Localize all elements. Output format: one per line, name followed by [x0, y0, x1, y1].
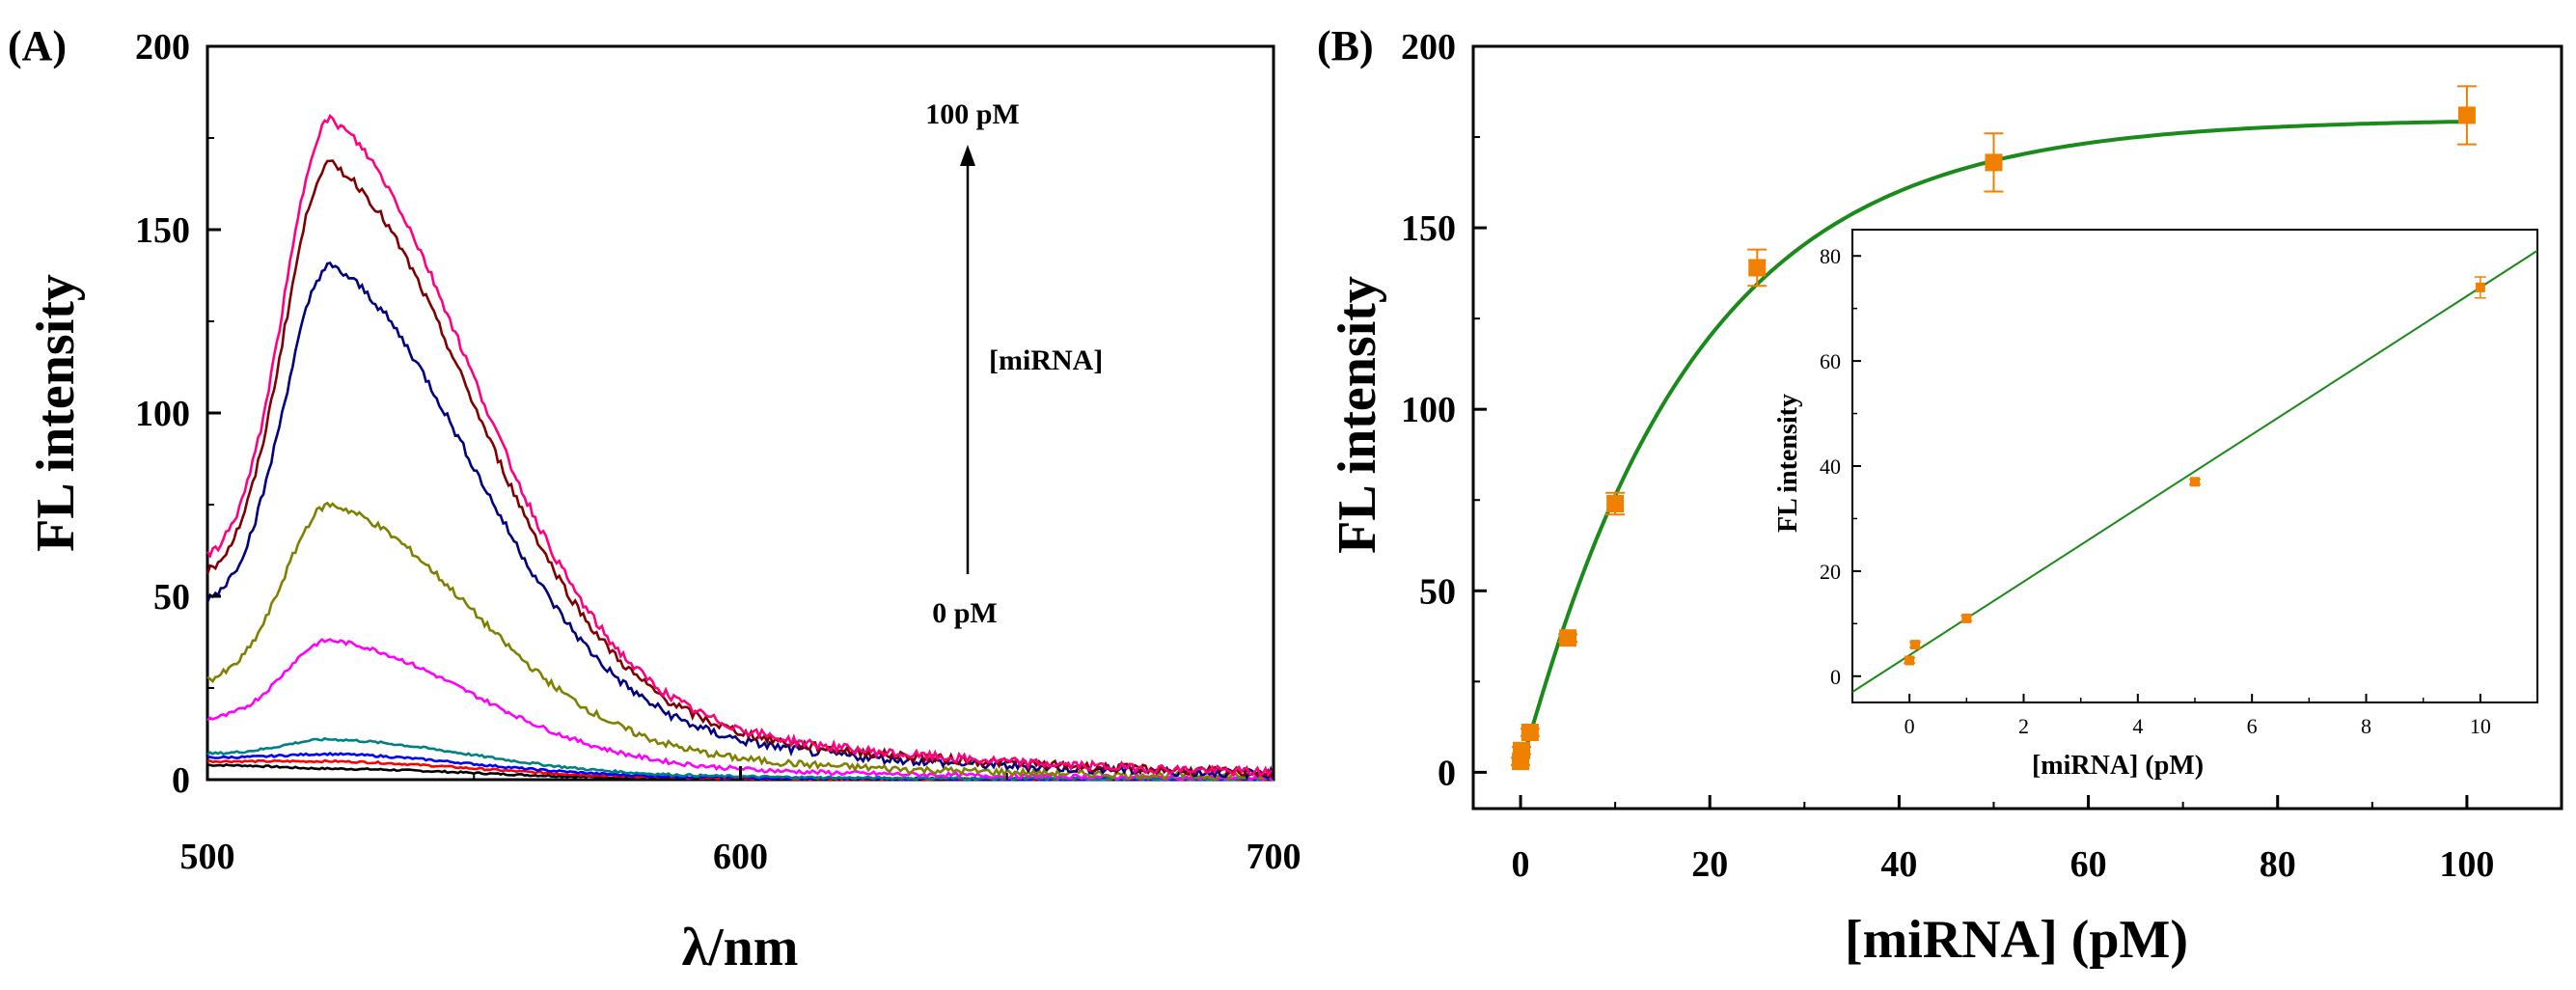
inset-x-tick-label: 4 — [2132, 714, 2143, 738]
panel-a-y-tick-label: 0 — [172, 760, 190, 801]
inset-y-title: FL intensity — [1773, 394, 1803, 533]
panel-b-data-point — [1513, 741, 1531, 759]
panel-a-ticks: 500 600 700 0 50 100 150 200 — [135, 27, 1302, 877]
inset-y-tick-label: 0 — [1830, 665, 1841, 689]
inset-x-tick-label: 2 — [2018, 714, 2029, 738]
panel-b-y-tick-label: 150 — [1401, 208, 1456, 249]
inset-y-tick-label: 60 — [1820, 349, 1841, 373]
spectrum-25-pM — [206, 501, 1274, 782]
panel-b-inset: 0 2 4 6 8 10 0 20 40 60 80 [miRNA] (pM) FL intensi… — [1773, 229, 2538, 781]
inset-data-point — [2190, 477, 2200, 487]
panel-b-data-point — [1985, 153, 2003, 172]
panel-b-data-point — [2457, 106, 2476, 124]
panel-b-y-tick-label: 50 — [1419, 571, 1456, 612]
panel-b-x-tick-label: 0 — [1512, 844, 1530, 885]
panel-b-y-tick-label: 0 — [1438, 753, 1456, 793]
panel-a-y-tick-label: 100 — [135, 394, 190, 434]
inset-frame — [1851, 229, 2538, 703]
inset-ticks: 0 2 4 6 8 10 0 20 40 60 80 — [1820, 244, 2491, 738]
inset-x-title: [miRNA] (pM) — [2032, 751, 2204, 781]
inset-data-point — [1910, 640, 1921, 650]
panel-b-x-tick-label: 100 — [2439, 844, 2494, 885]
spectrum-100-pM — [206, 113, 1274, 778]
panel-b-x-tick-label: 40 — [1880, 844, 1917, 885]
inset-y-tick-label: 40 — [1820, 454, 1841, 479]
panel-b-data-point — [1559, 629, 1577, 647]
inset-points — [1904, 276, 2486, 666]
panel-b-y-tick-label: 200 — [1401, 27, 1456, 68]
panel-b-x-tick-label: 20 — [1691, 844, 1728, 885]
panel-a-curves — [206, 113, 1275, 782]
inset-x-tick-label: 6 — [2247, 714, 2258, 738]
inset-data-point — [1961, 613, 1972, 623]
panel-a-y-tick-label: 150 — [135, 210, 190, 251]
inset-data-point — [1905, 655, 1915, 666]
inset-x-tick-label: 10 — [2470, 714, 2491, 738]
panel-b-y-tick-label: 100 — [1401, 390, 1456, 430]
inset-x-tick-label: 8 — [2361, 714, 2371, 738]
inset-x-tick-label: 0 — [1905, 714, 1915, 738]
panel-a-annot-top: 100 pM — [925, 98, 1020, 130]
panel-a-annot-bottom: 0 pM — [932, 597, 998, 629]
panel-a-x-tick-label: 700 — [1247, 837, 1302, 877]
spectrum-75-pM — [206, 159, 1275, 779]
panel-b-x-title: [miRNA] (pM) — [1845, 910, 2188, 970]
panel-b-label: (B) — [1317, 22, 1374, 69]
panel-b-data-point — [1748, 259, 1767, 277]
panel-b-y-title: FL intensity — [1328, 276, 1387, 554]
panel-a-arrowhead — [960, 145, 975, 166]
panel-b-data-point — [1606, 495, 1625, 512]
inset-y-tick-label: 80 — [1820, 244, 1841, 268]
panel-b-x-tick-label: 80 — [2260, 844, 2296, 885]
panel-a-x-title: λ/nm — [682, 918, 799, 977]
panel-a-label: (A) — [8, 22, 67, 69]
panel-a-x-tick-label: 500 — [180, 837, 235, 877]
panel-b-frame — [1471, 44, 2563, 811]
panel-a-y-title: FL intensity — [26, 274, 86, 552]
panel-a-y-tick-label: 200 — [135, 27, 190, 68]
inset-data-point — [2475, 282, 2485, 292]
panel-b-data-point — [1521, 724, 1539, 741]
panel-b-x-tick-label: 60 — [2070, 844, 2107, 885]
panel-a-x-tick-label: 600 — [713, 837, 768, 877]
inset-y-tick-label: 20 — [1820, 560, 1841, 584]
panel-a-y-tick-label: 50 — [153, 577, 190, 618]
panel-a-annot-middle: [miRNA] — [989, 344, 1103, 376]
panel-b-points — [1511, 85, 2477, 771]
